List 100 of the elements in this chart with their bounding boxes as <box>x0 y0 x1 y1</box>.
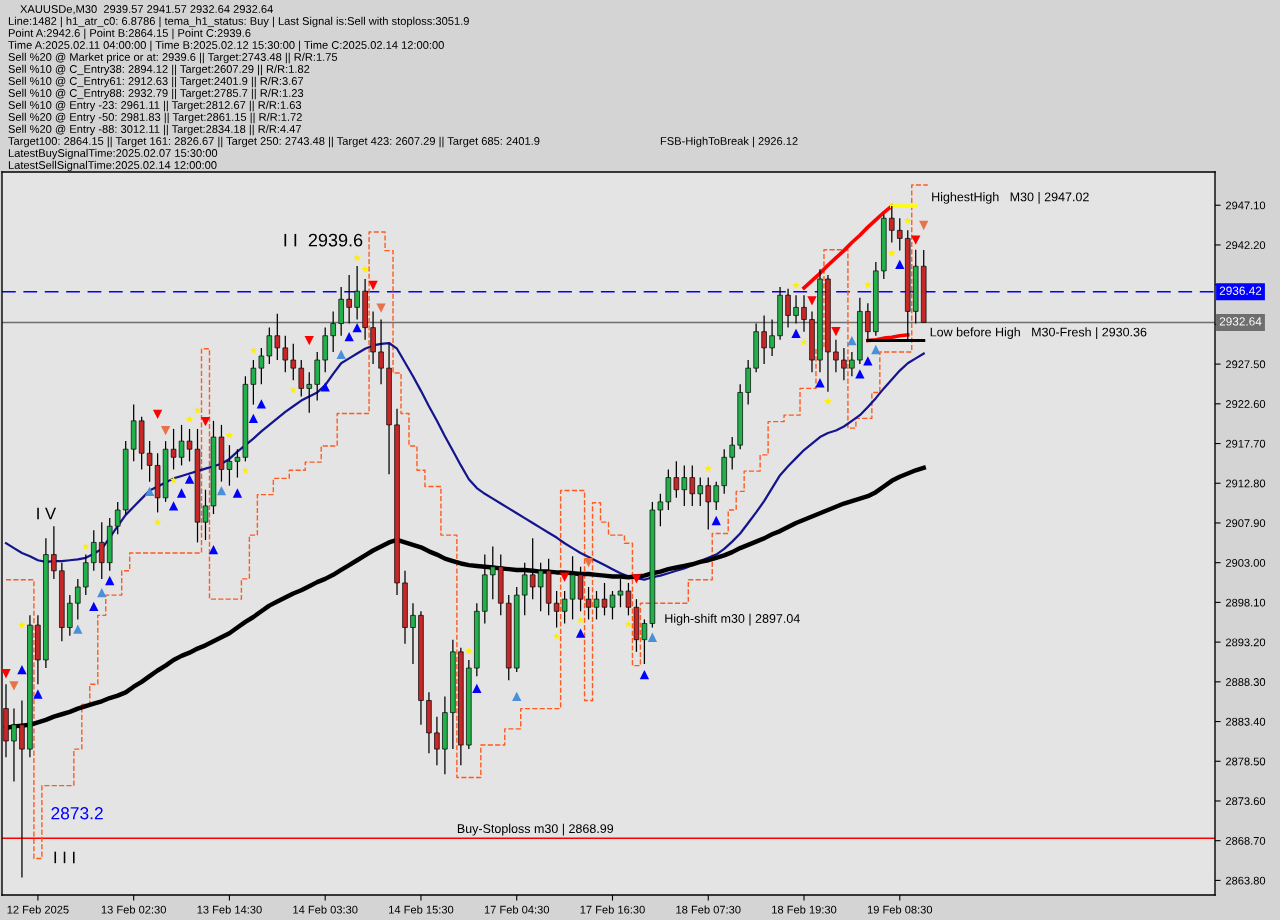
point <box>336 349 346 360</box>
candlestick <box>114 501 121 535</box>
point <box>144 486 155 497</box>
candlestick <box>681 464 688 507</box>
point <box>184 474 195 484</box>
annotation: HighestHigh M30 | 2947.02 <box>932 192 1089 204</box>
point <box>185 414 194 423</box>
point <box>97 588 107 598</box>
x-tick-label: 17 Feb 04:30 <box>484 905 550 914</box>
point <box>911 235 921 245</box>
text: Sell %10 @ C_Entry61: 2912.63 || Target:2401.9 || R/R:3.67 <box>8 76 304 88</box>
candlestick <box>769 318 775 357</box>
point <box>249 346 258 354</box>
ref-line-label: 2936.42 <box>1219 286 1262 295</box>
point <box>576 615 585 624</box>
point <box>559 572 570 582</box>
candlestick <box>282 335 289 373</box>
x-tick-label: 18 Feb 19:30 <box>772 905 837 914</box>
point <box>153 517 162 526</box>
point <box>344 331 354 342</box>
point <box>289 385 298 394</box>
ref-line-label: 2932.64 <box>1219 317 1262 326</box>
point <box>376 303 386 313</box>
candlestick <box>346 274 352 325</box>
x-tick-label: 14 Feb 03:30 <box>293 905 358 914</box>
candlestick <box>330 310 336 353</box>
annotation: 2873.2 <box>51 807 103 820</box>
point <box>248 413 259 424</box>
candlestick <box>561 590 568 625</box>
candlestick <box>713 481 719 511</box>
point <box>225 431 234 439</box>
point <box>863 356 873 366</box>
text: Line:1482 | h1_atr_c0: 6.8786 | tema_h1_status: Buy | Last Signal is:Sell with stoploss:3051.9 <box>8 16 469 28</box>
candlestick <box>761 314 767 365</box>
candlestick <box>833 339 839 373</box>
candlestick <box>51 525 57 580</box>
candlestick <box>537 562 544 612</box>
point <box>256 399 267 409</box>
point <box>33 689 43 699</box>
candlestick <box>793 294 799 325</box>
y-tick-label: 2942.20 <box>1225 241 1266 250</box>
text: Sell %10 @ C_Entry38: 2894.12 || Target:2607.29 || R/R:1.82 <box>8 64 310 76</box>
candlestick <box>801 294 807 333</box>
text: Sell %20 @ Entry -88: 3012.11 || Target:2834.18 || R/R:4.47 <box>8 124 302 136</box>
point <box>799 337 809 346</box>
point <box>711 515 721 526</box>
point <box>361 264 370 273</box>
y-tick-label: 2863.80 <box>1225 876 1266 885</box>
candlestick <box>729 436 735 471</box>
x-tick-label: 14 Feb 15:30 <box>389 905 454 914</box>
y-tick-label: 2893.20 <box>1225 638 1266 647</box>
point <box>863 280 872 289</box>
point <box>847 335 857 346</box>
text: Sell %10 @ C_Entry88: 2932.79 || Target:2785.7 || R/R:1.23 <box>8 88 304 100</box>
point <box>368 280 378 291</box>
candlestick <box>553 590 560 629</box>
y-tick-label: 2903.00 <box>1225 558 1266 567</box>
point <box>241 466 250 474</box>
annotation: I I 2939.6 <box>284 233 363 247</box>
point <box>631 574 642 584</box>
point <box>472 683 482 693</box>
point <box>168 501 179 511</box>
candlestick <box>641 618 648 665</box>
line-series <box>802 204 894 290</box>
point <box>160 425 171 436</box>
point <box>232 488 243 498</box>
point <box>176 488 187 498</box>
text: LatestSellSignalTime:2025.02.14 12:00:00 <box>8 160 217 172</box>
candlestick <box>99 521 105 580</box>
y-tick-label: 2873.60 <box>1225 797 1266 806</box>
y-tick-label: 2888.30 <box>1225 678 1266 686</box>
point <box>216 485 227 496</box>
point <box>807 296 817 306</box>
point <box>2 669 11 679</box>
point <box>9 681 19 691</box>
point <box>815 378 825 388</box>
candlestick <box>354 265 360 321</box>
candlestick <box>75 578 81 621</box>
candlestick <box>705 476 711 531</box>
point <box>17 620 27 629</box>
point <box>193 406 202 414</box>
candlestick <box>897 217 903 252</box>
candlestick <box>266 326 273 365</box>
y-tick-label: 2868.70 <box>1225 836 1266 845</box>
annotation: I V <box>37 507 57 520</box>
point <box>552 632 561 640</box>
candlestick <box>697 476 704 507</box>
point <box>304 335 314 346</box>
candlestick <box>290 343 297 381</box>
point <box>647 632 658 642</box>
candlestick <box>91 529 97 572</box>
candlestick <box>250 359 257 406</box>
annotation: High-shift m30 | 2897.04 <box>665 613 800 626</box>
point <box>200 416 211 427</box>
y-tick-label: 2898.10 <box>1225 598 1266 607</box>
annotation: Buy-Stoploss m30 | 2868.99 <box>457 823 614 836</box>
text: FSB-HighToBreak | 2926.12 <box>660 136 798 148</box>
point <box>855 369 865 379</box>
annotation: I I I <box>54 851 75 864</box>
point <box>73 624 83 634</box>
